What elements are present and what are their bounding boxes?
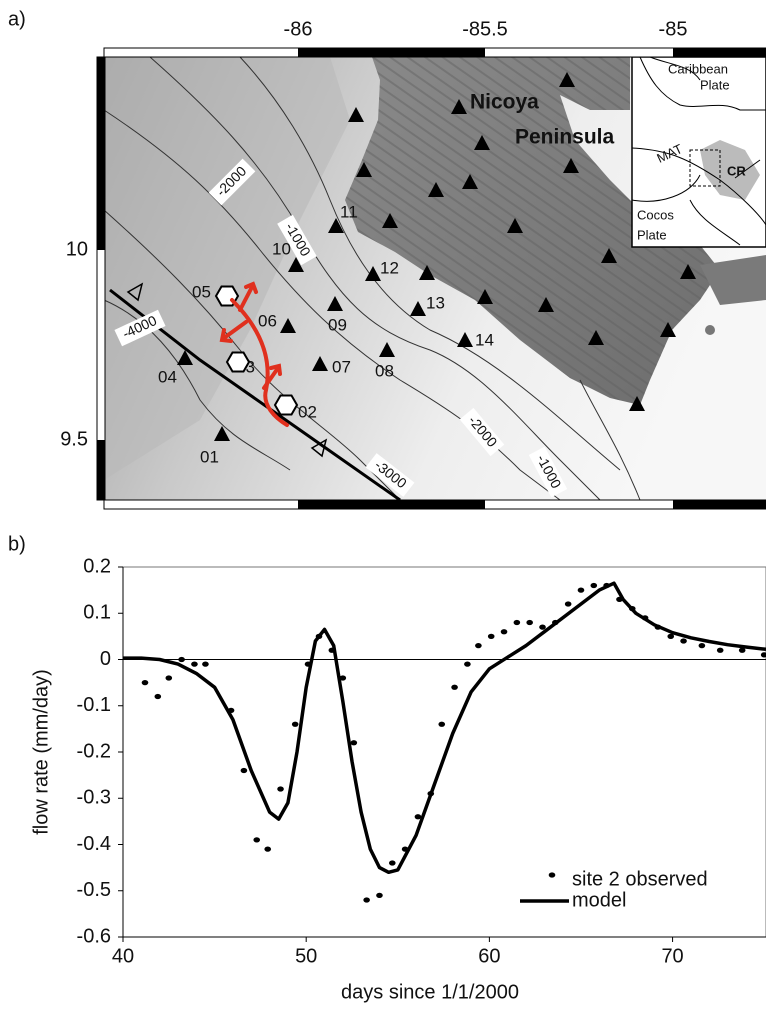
observed-point (590, 582, 598, 589)
y-tick-label: 0 (100, 648, 111, 670)
y-axis-label: flow rate (mm/day) (30, 669, 52, 835)
station-label: 05 (192, 282, 211, 301)
lat-tick-label: 9.5 (60, 428, 88, 450)
observed-point (165, 675, 173, 681)
x-tick-label: 60 (478, 945, 500, 967)
lat-tick-label: 10 (66, 238, 88, 260)
y-tick-label: -0.6 (77, 925, 111, 947)
station-label: 04 (158, 367, 177, 386)
observed-point (253, 837, 261, 843)
region-label: Nicoya (470, 91, 539, 114)
observed-point (202, 661, 209, 667)
island (705, 325, 715, 335)
station-label: 13 (426, 293, 445, 312)
observed-point (141, 680, 149, 686)
observed-point (487, 633, 495, 639)
model-line (123, 581, 766, 875)
trench-tooth (126, 282, 144, 302)
observed-point (475, 643, 482, 649)
inset-label: Plate (637, 227, 667, 242)
observed-point (277, 786, 284, 792)
station-label: 06 (258, 311, 277, 330)
y-tick-label: -0.3 (77, 787, 111, 809)
lon-tick-label: -86 (284, 18, 313, 40)
observed-point (178, 656, 185, 663)
observed-point (350, 740, 358, 746)
observed-point (376, 892, 383, 898)
y-tick-label: -0.5 (77, 879, 111, 901)
region-label: Peninsula (515, 126, 615, 149)
inset-label: Caribbean (668, 61, 728, 76)
station-label: 08 (375, 361, 394, 380)
observed-point (414, 814, 422, 820)
y-tick-label: 0.2 (83, 555, 111, 577)
observed-point (738, 647, 746, 653)
slope (104, 57, 350, 480)
y-tick-label: -0.2 (77, 740, 111, 762)
trench-tooth (310, 438, 328, 458)
legend-marker (548, 872, 556, 878)
observed-point (264, 846, 272, 852)
lon-tick-label: -85 (659, 18, 688, 40)
observed-point (680, 638, 687, 644)
station-label: 02 (298, 402, 317, 421)
land (700, 255, 766, 305)
observed-point (698, 643, 706, 649)
observed-point (760, 652, 766, 658)
y-tick-label: 0.1 (83, 602, 111, 624)
x-axis-label: days since 1/1/2000 (341, 981, 519, 1003)
map-frame (96, 47, 766, 510)
x-tick-label: 70 (661, 945, 683, 967)
y-tick-label: -0.4 (77, 833, 111, 855)
observed-point (667, 633, 675, 639)
observed-point (240, 767, 248, 774)
legend-label: model (572, 889, 626, 911)
legend-label: site 2 observed (572, 868, 708, 890)
panel-label: a) (8, 8, 26, 30)
observed-point (291, 721, 299, 727)
observed-point (363, 897, 370, 903)
station-label: 14 (475, 330, 494, 349)
observed-point (500, 629, 508, 635)
station-label: 12 (380, 258, 399, 277)
stations (177, 72, 696, 441)
observed-point (513, 619, 521, 626)
panel-label: b) (8, 533, 26, 555)
station-label: 10 (272, 239, 291, 258)
x-tick-label: 40 (112, 945, 134, 967)
observed-point (526, 619, 533, 626)
observed-point (464, 661, 471, 667)
observed-point (451, 684, 458, 690)
red-arrows (219, 281, 289, 427)
observed-point (154, 693, 162, 700)
inset-label: Cocos (637, 207, 674, 222)
station-label: 11 (340, 202, 358, 221)
land-texture (345, 57, 720, 405)
station-label: 09 (328, 315, 347, 334)
chart: days since 1/1/2000 flow rate (mm/day) 0… (30, 555, 766, 1003)
observed-point (564, 601, 572, 607)
inset-label: CR (727, 163, 746, 178)
station-label: 01 (200, 447, 219, 466)
inset: Caribbean Plate CR MAT Cocos Plate (631, 56, 766, 248)
station-label: 07 (332, 357, 351, 376)
lon-tick-label: -85.5 (462, 18, 508, 40)
observed-point (339, 675, 347, 681)
observed-point (716, 647, 724, 653)
observed-point (577, 587, 585, 593)
x-tick-label: 50 (295, 945, 317, 967)
observed-point (388, 860, 396, 866)
y-tick-label: -0.1 (77, 694, 111, 716)
observed-point (191, 661, 198, 667)
observed-point (539, 624, 546, 630)
map: -2000 -1000 -4000 -3000 -2000 -1000 Nico… (60, 18, 766, 510)
observed-point (438, 721, 446, 727)
inset-label: Plate (700, 77, 730, 92)
